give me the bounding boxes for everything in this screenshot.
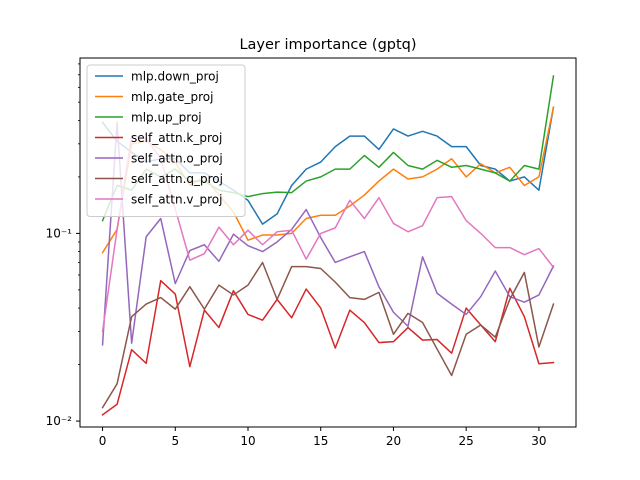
legend-entry: mlp.up_proj bbox=[131, 111, 202, 125]
series-line-self-attn-v-proj bbox=[101, 135, 555, 333]
x-tick-label: 25 bbox=[459, 434, 474, 448]
plot-area-frame bbox=[79, 57, 577, 428]
series-line-self-attn-q-proj bbox=[101, 261, 555, 409]
x-axis: 0 5 10 15 20 25 30 bbox=[99, 427, 547, 448]
legend-entry: mlp.gate_proj bbox=[131, 90, 213, 104]
x-tick-label: 20 bbox=[386, 434, 401, 448]
chart-title: Layer importance (gptq) bbox=[239, 37, 416, 53]
series-line-self-attn-o-proj bbox=[101, 121, 555, 346]
legend-box bbox=[86, 64, 246, 217]
legend-entry: self_attn.o_proj bbox=[131, 152, 223, 166]
y-axis: 10⁻² 10⁻¹ bbox=[46, 63, 80, 428]
legend-entry: self_attn.v_proj bbox=[131, 193, 222, 207]
legend-entry: self_attn.q_proj bbox=[131, 172, 223, 186]
x-tick-label: 5 bbox=[171, 434, 179, 448]
legend-entry: self_attn.k_proj bbox=[131, 131, 222, 145]
x-tick-label: 10 bbox=[240, 434, 255, 448]
legend: mlp.down_proj mlp.gate_proj mlp.up_projsel… bbox=[86, 64, 246, 217]
y-tick-label: 10⁻¹ bbox=[46, 226, 73, 240]
x-tick-label: 15 bbox=[313, 434, 328, 448]
y-tick-label: 10⁻² bbox=[46, 414, 73, 428]
x-tick-label: 0 bbox=[99, 434, 107, 448]
legend-entry: mlp.down_proj bbox=[131, 70, 219, 84]
x-tick-label: 30 bbox=[531, 434, 546, 448]
